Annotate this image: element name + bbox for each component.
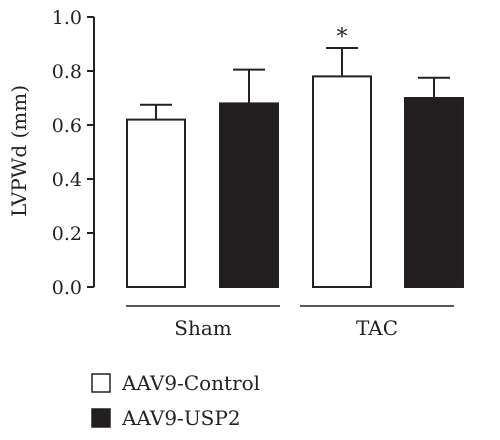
y-tick-label: 0.4 (52, 169, 82, 191)
y-tick-label: 0.8 (52, 61, 82, 83)
legend-label: AAV9-USP2 (121, 406, 241, 430)
y-tick-label: 0.2 (52, 223, 82, 245)
bar (126, 118, 186, 288)
bar (219, 102, 279, 289)
group-label: TAC (356, 316, 398, 340)
bar (312, 75, 372, 289)
bars: * (126, 25, 464, 289)
bar (404, 97, 464, 288)
y-axis: 0.0 0.2 0.4 0.6 0.8 1.0 (52, 7, 95, 299)
y-tick-label: 0.0 (52, 277, 82, 299)
significance-marker: * (337, 25, 348, 50)
group-label: Sham (174, 316, 232, 340)
legend-swatch (91, 373, 111, 393)
legend-label: AAV9-Control (121, 371, 260, 395)
group-labels: Sham TAC (126, 305, 454, 340)
y-tick-label: 0.6 (52, 115, 82, 137)
legend-swatch (91, 408, 111, 428)
y-tick-label: 1.0 (52, 7, 82, 29)
y-axis-label: LVPWd (mm) (7, 85, 31, 217)
legend: AAV9-Control AAV9-USP2 (91, 371, 260, 430)
